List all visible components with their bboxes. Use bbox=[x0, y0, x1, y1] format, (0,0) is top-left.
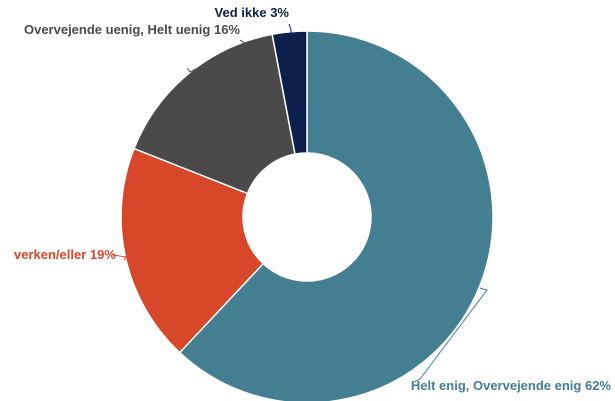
slice-leader-line-3 bbox=[288, 23, 292, 33]
donut-slice-3 bbox=[271, 30, 308, 156]
slice-label-0: Helt enig, Overvejende enig 62% bbox=[411, 378, 612, 393]
donut-slice-2 bbox=[133, 33, 296, 195]
slice-leader-line-0 bbox=[413, 287, 488, 383]
donut-slice-0 bbox=[178, 30, 494, 401]
slice-leader-line-1 bbox=[112, 254, 127, 261]
slice-leader-line-2 bbox=[186, 39, 247, 73]
donut-slice-1 bbox=[120, 147, 265, 354]
slice-label-1: verken/eller 19% bbox=[14, 247, 116, 262]
slice-label-2: Overvejende uenig, Helt uenig 16% bbox=[24, 22, 240, 37]
slice-label-3: Ved ikke 3% bbox=[215, 5, 290, 20]
